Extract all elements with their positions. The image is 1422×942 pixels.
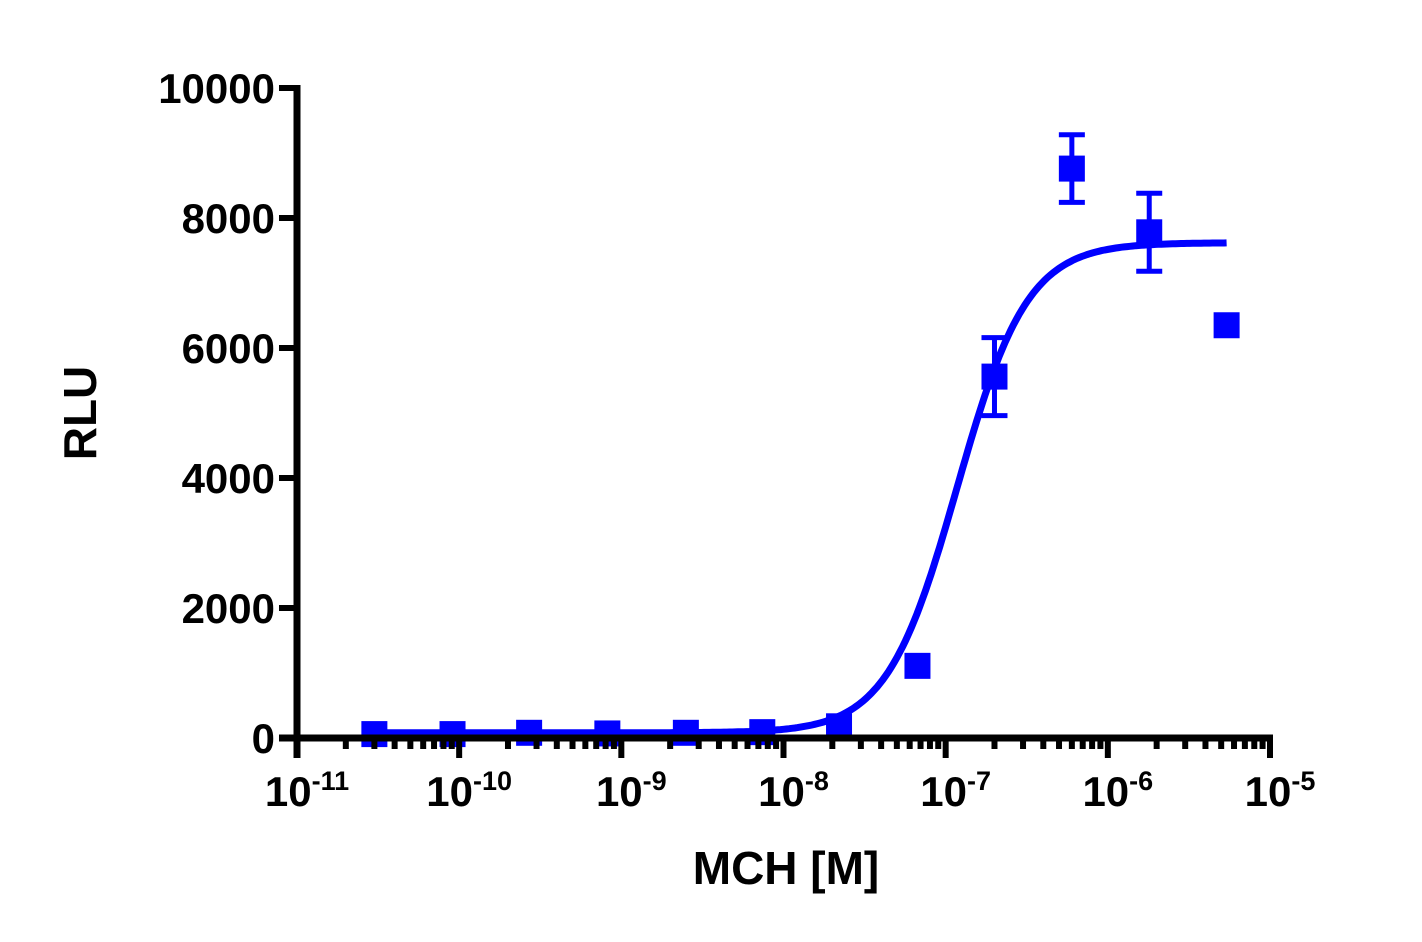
data-points	[361, 155, 1240, 748]
x-axis-title: MCH [M]	[693, 842, 880, 894]
square-marker	[672, 719, 699, 746]
x-tick-label: 10-5	[1245, 766, 1316, 815]
tick-labels: 0 2000 4000 6000 8000 10000 10-11 10-10 10-9 10-8…	[158, 65, 1315, 815]
y-tick-label: 4000	[182, 455, 275, 502]
y-tick-label: 10000	[158, 65, 275, 112]
y-axis-title: RLU	[54, 366, 106, 461]
axes	[279, 85, 1273, 758]
y-tick-label: 0	[252, 715, 275, 762]
x-tick-label: 10-6	[1082, 766, 1153, 815]
square-marker	[1136, 219, 1163, 246]
square-marker	[1058, 155, 1085, 182]
x-tick-label: 10-8	[758, 766, 829, 815]
square-marker	[904, 652, 931, 679]
fit-curve	[374, 239, 1227, 737]
y-tick-label: 6000	[182, 325, 275, 372]
x-tick-label: 10-10	[426, 766, 512, 815]
x-tick-label: 10-7	[920, 766, 991, 815]
sigmoid-fit-line	[374, 239, 1227, 737]
x-tick-label: 10-11	[265, 766, 349, 815]
square-marker	[981, 363, 1008, 390]
y-tick-label: 2000	[182, 585, 275, 632]
x-tick-label: 10-9	[596, 766, 667, 815]
y-tick-label: 8000	[182, 195, 275, 242]
square-marker	[1213, 312, 1240, 339]
